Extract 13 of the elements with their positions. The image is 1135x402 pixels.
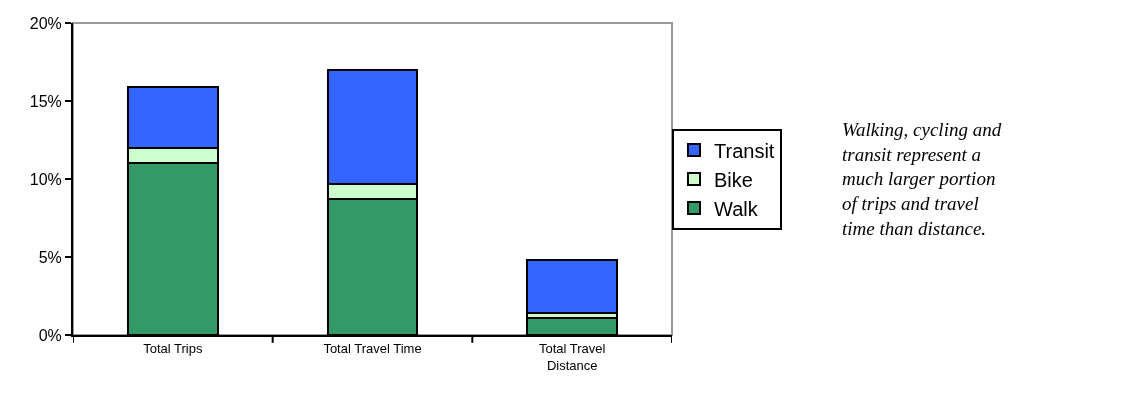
y-tick-label: 10% [29,170,62,188]
x-tick-label: Total Trips [143,340,203,356]
y-tick-label: 15% [29,92,62,110]
y-tick-label: 0% [38,326,62,344]
y-tick-label: 5% [38,248,62,266]
legend-label: Walk [714,197,759,220]
bar [526,259,619,315]
y-tick-label: 20% [29,14,62,32]
x-tick-label: Total Travel Time [323,340,422,356]
x-tick-label: Total Travel Distance [538,340,606,373]
text: Walking, cycling and transit represent a much larger portion of trips and travel time than distance. [842,119,1002,239]
legend-label: Bike [714,168,753,191]
legend-label: Transit [714,139,775,162]
